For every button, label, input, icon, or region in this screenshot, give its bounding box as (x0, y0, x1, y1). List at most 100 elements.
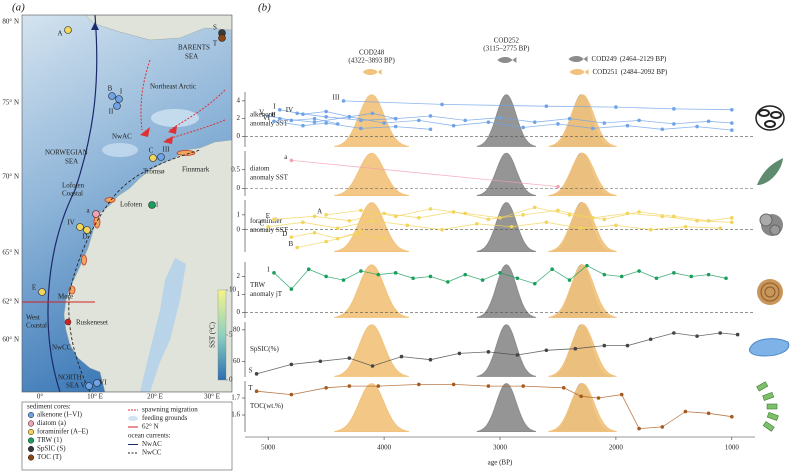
place-label: Northeast Arctic (150, 83, 196, 91)
site-label: V (80, 382, 85, 390)
data-point (567, 278, 572, 282)
data-point (393, 124, 398, 129)
data-point (706, 272, 711, 277)
lon-label: 30° E (204, 393, 220, 401)
site-marker (149, 154, 157, 162)
data-point (706, 119, 711, 124)
shape (756, 381, 769, 392)
data-point (254, 389, 259, 394)
data-point (370, 364, 375, 368)
shape (93, 215, 101, 229)
data-point (590, 216, 595, 220)
site-marker (92, 210, 100, 218)
colorbar (217, 289, 227, 381)
series-label: V (259, 109, 264, 117)
legend-swatch (128, 416, 138, 421)
cod-icon (569, 69, 589, 75)
y-tick-label: 1.7 (231, 394, 240, 402)
x-tick-label: 4000 (377, 444, 392, 452)
spawning-grounds (68, 150, 196, 295)
site-marker (85, 382, 93, 390)
legend-entry: alkenone (I–VI) (37, 411, 83, 419)
data-point (347, 384, 352, 388)
data-point (289, 287, 294, 291)
panel-label: (b) (258, 2, 271, 14)
nwac-current (47, 15, 98, 392)
site-marker (218, 34, 226, 42)
data-point (509, 224, 514, 229)
data-point (730, 220, 734, 225)
data-point (347, 219, 352, 223)
legend-entry: 62° N (142, 423, 159, 431)
colorbar-tick-label: 10 (229, 286, 237, 294)
data-point (515, 276, 520, 281)
data-point (660, 425, 665, 429)
data-point (428, 127, 433, 132)
data-point (266, 114, 270, 118)
nwcc-current (68, 149, 201, 392)
place-label: Ruskeneset (76, 319, 108, 327)
shape (140, 127, 150, 137)
y-axis-label: TRW (250, 281, 266, 289)
cod-age-density (334, 264, 409, 318)
site-label: T (213, 40, 218, 48)
data-point (405, 223, 410, 228)
legend-entry: NwCC (142, 449, 162, 457)
panel-label: (a) (12, 2, 25, 14)
data-point (324, 213, 328, 217)
lat-label: 75° N (2, 99, 19, 107)
cod-age-density (334, 152, 409, 196)
data-point (266, 224, 270, 229)
data-point (254, 372, 259, 376)
y-axis-label: TOC(wt.%) (250, 402, 284, 410)
data-point (683, 224, 688, 229)
y-tick-label: 1 (237, 210, 241, 218)
data-point (567, 116, 572, 121)
data-point (411, 276, 415, 281)
data-point (695, 334, 699, 338)
data-point (417, 382, 421, 387)
data-point (341, 99, 346, 103)
data-point (486, 120, 491, 124)
legend-entry: NwAC (142, 440, 162, 448)
legend-box (21, 401, 233, 471)
y-axis-label: foraminifer (250, 217, 283, 225)
shape (758, 109, 770, 117)
cod-age-density (548, 383, 617, 432)
data-point (730, 121, 734, 125)
cod-label: COD252 (494, 37, 520, 45)
cod-icon (362, 69, 382, 75)
data-point (451, 123, 456, 128)
data-point (706, 219, 711, 223)
site-label: 1 (155, 201, 159, 209)
cod-age-density (476, 202, 537, 252)
legend-entry: diatom (a) (37, 419, 67, 427)
series-line (279, 109, 732, 125)
data-point (619, 392, 624, 397)
cod-age-density (476, 264, 537, 318)
data-point (457, 351, 462, 356)
cod-name: COD249 (592, 55, 618, 63)
data-point (532, 205, 537, 210)
cod-age-density (334, 202, 410, 252)
data-point (706, 411, 711, 416)
place-label: Finnmark (182, 166, 210, 174)
shape (766, 412, 779, 421)
lon-label: 10° E (87, 393, 103, 401)
data-point (451, 210, 456, 214)
shape (169, 89, 226, 131)
series-label: B (288, 240, 293, 248)
data-point (376, 384, 381, 388)
shape (140, 59, 151, 131)
series-line (279, 116, 732, 131)
y-tick-label: 0 (237, 184, 241, 192)
series-label: A (317, 207, 322, 215)
legend-swatch (27, 420, 35, 427)
series-label: S (249, 366, 253, 374)
cod-age-density (548, 264, 617, 318)
proxy-icons (749, 105, 790, 432)
series-label: E (266, 212, 270, 220)
series-line (297, 112, 396, 121)
data-point (614, 223, 618, 228)
migration-arrows (140, 125, 177, 144)
